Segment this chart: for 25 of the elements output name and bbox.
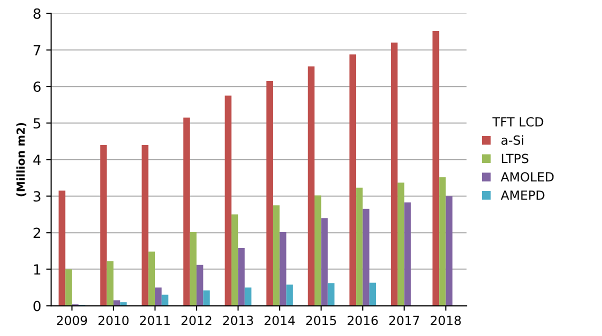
y-tick-label: 4 [33, 154, 41, 165]
x-tick-label: 2017 [389, 316, 420, 326]
legend-label: AMOLED [500, 172, 554, 182]
y-tick-label: 1 [34, 264, 40, 274]
y-tick-label: 3 [34, 191, 40, 202]
x-tick-label: 2014 [264, 316, 295, 326]
y-tick-label: 7 [34, 45, 40, 56]
x-tick-label: 2013 [223, 316, 253, 326]
legend-label: AMEPD [500, 190, 544, 200]
x-tick-label: 2016 [348, 316, 378, 326]
y-tick-label: 8 [34, 8, 40, 19]
x-tick-label: 2010 [98, 316, 129, 326]
legend-label: LTPS [502, 154, 528, 164]
y-tick-label: 2 [34, 228, 40, 238]
y-tick-label: 5 [34, 118, 40, 129]
y-tick-label: 0 [34, 300, 41, 312]
y-tick-label: 6 [34, 81, 41, 92]
legend-label: a-Si [501, 135, 524, 145]
x-tick-label: 2018 [430, 316, 461, 326]
x-tick-label: 2009 [56, 316, 87, 326]
x-tick-label: 2015 [306, 316, 336, 326]
x-tick-label: 2012 [182, 316, 212, 326]
legend-title: TFT LCD [492, 117, 544, 127]
y-axis-title: (Million m2) [16, 122, 26, 196]
x-tick-label: 2011 [140, 316, 170, 326]
